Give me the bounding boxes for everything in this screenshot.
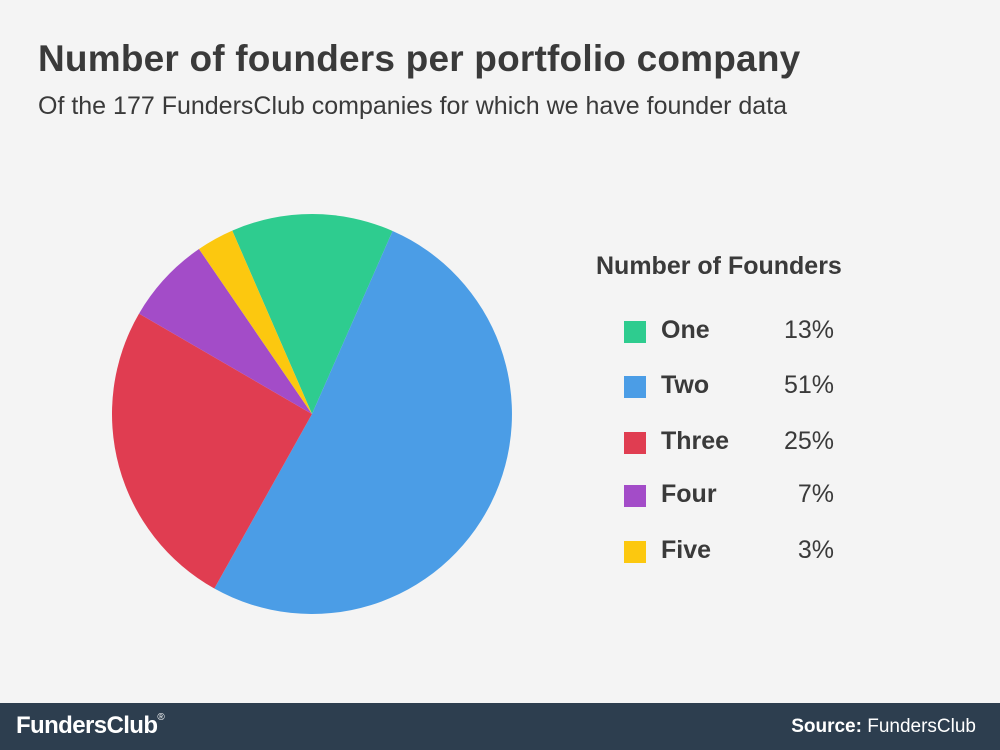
source-value: FundersClub xyxy=(867,716,976,737)
legend-title: Number of Founders xyxy=(596,252,842,280)
chart-subtitle: Of the 177 FundersClub companies for whi… xyxy=(38,92,788,120)
legend-label: Four xyxy=(661,480,717,508)
legend-swatch-two xyxy=(624,376,646,398)
pie-slice-five xyxy=(198,230,312,414)
legend-percent: 51% xyxy=(783,371,834,399)
legend-item-four: Four 7% xyxy=(624,480,834,510)
legend-swatch-five xyxy=(624,541,646,563)
pie-slice-three xyxy=(111,313,313,589)
pie-slices xyxy=(111,214,512,614)
legend-item-one: One 13% xyxy=(624,316,834,346)
source-note: Source: FundersClub xyxy=(791,716,976,738)
legend-label: Five xyxy=(661,536,712,564)
legend-percent: 3% xyxy=(797,536,834,564)
legend-percent: 13% xyxy=(783,316,834,344)
legend-swatch-four xyxy=(624,485,646,507)
pie-slice-four xyxy=(139,249,312,414)
legend-label: Three xyxy=(661,427,730,455)
legend-item-five: Five 3% xyxy=(624,536,834,566)
source-label: Source: xyxy=(791,716,862,737)
pie-slice-one xyxy=(232,214,393,414)
legend-label: One xyxy=(661,316,710,344)
pie-slice-two xyxy=(214,230,512,614)
legend-item-three: Three 25% xyxy=(624,427,834,457)
brand-logo: FundersClub® xyxy=(16,712,165,739)
legend-percent: 25% xyxy=(783,427,834,455)
pie-chart xyxy=(111,214,512,614)
legend-item-two: Two 51% xyxy=(624,371,834,401)
legend: Number of Founders One 13% Two 51% Three… xyxy=(596,252,842,564)
legend-swatch-one xyxy=(624,321,646,343)
footer-bar: FundersClub® Source: FundersClub xyxy=(0,703,1000,750)
legend-swatch-three xyxy=(624,432,646,454)
legend-percent: 7% xyxy=(797,480,834,508)
legend-label: Two xyxy=(661,371,710,399)
chart-title: Number of founders per portfolio company xyxy=(38,38,801,79)
